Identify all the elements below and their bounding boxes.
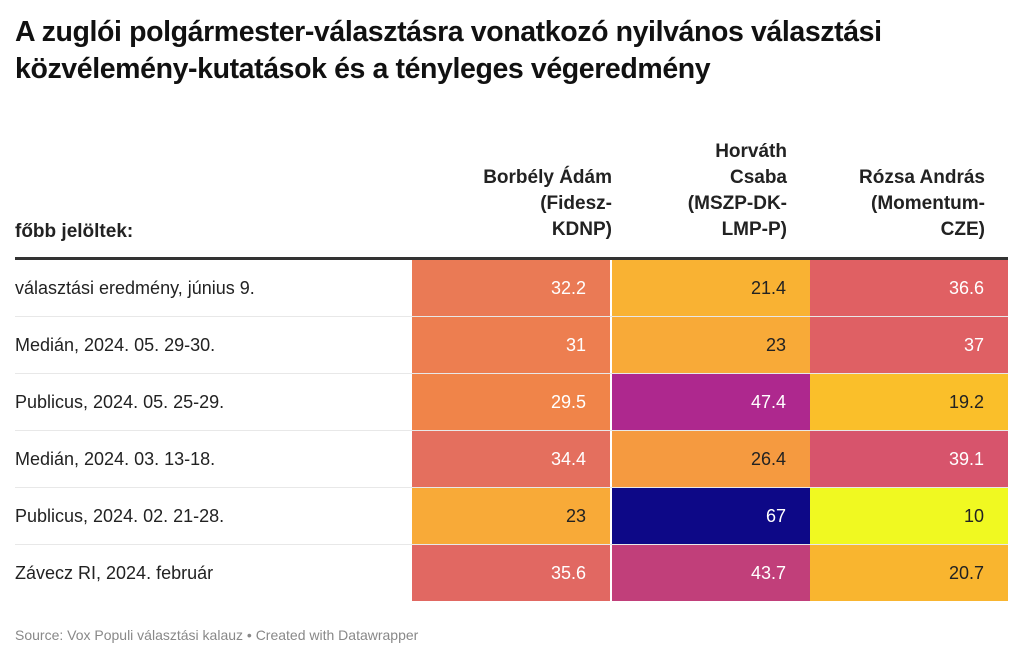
- table-row: Závecz RI, 2024. február 35.6 43.7 20.7: [15, 545, 1008, 601]
- heatmap-cell: 39.1: [810, 431, 1008, 487]
- table-row: Medián, 2024. 05. 29-30. 31 23 37: [15, 317, 1008, 374]
- row-label: választási eredmény, június 9.: [15, 278, 255, 298]
- table-body: választási eredmény, június 9. 32.2 21.4 36…: [15, 260, 1008, 601]
- row-label: Medián, 2024. 05. 29-30.: [15, 335, 216, 355]
- heatmap-cell: 20.7: [810, 545, 1008, 601]
- heatmap-cell: 31: [412, 317, 610, 373]
- heatmap-cell: 10: [810, 488, 1008, 544]
- heatmap-cell: 35.6: [412, 545, 610, 601]
- chart-title: A zuglói polgármester-választásra vonatk…: [15, 16, 882, 85]
- heatmap-cell: 29.5: [412, 374, 610, 430]
- heatmap-cell: 19.2: [810, 374, 1008, 430]
- heatmap-cell: 47.4: [612, 374, 810, 430]
- row-label: Publicus, 2024. 02. 21-28.: [15, 506, 225, 526]
- table-header: főbb jelöltek: Borbély Ádám (Fidesz- KDNP)…: [15, 130, 1008, 260]
- heatmap-cell: 67: [612, 488, 810, 544]
- table-row: választási eredmény, június 9. 32.2 21.4 36…: [15, 260, 1008, 317]
- heatmap-cell: 32.2: [412, 260, 610, 316]
- row-header-label: főbb jelöltek:: [15, 221, 134, 242]
- heatmap-cell: 26.4: [612, 431, 810, 487]
- heatmap-cell: 43.7: [612, 545, 810, 601]
- column-header-borbely: Borbély Ádám (Fidesz- KDNP): [483, 167, 612, 240]
- table-row: Medián, 2024. 03. 13-18. 34.4 26.4 39.1: [15, 431, 1008, 488]
- table-row: Publicus, 2024. 05. 25-29. 29.5 47.4 19.2: [15, 374, 1008, 431]
- column-header-rozsa: Rózsa András (Momentum- CZE): [859, 167, 985, 240]
- heatmap-table: főbb jelöltek: Borbély Ádám (Fidesz- KDNP)…: [15, 130, 1008, 601]
- heatmap-cell: 34.4: [412, 431, 610, 487]
- heatmap-cell: 23: [612, 317, 810, 373]
- heatmap-cell: 37: [810, 317, 1008, 373]
- row-label: Publicus, 2024. 05. 25-29.: [15, 392, 225, 412]
- row-label: Medián, 2024. 03. 13-18.: [15, 449, 216, 469]
- source-note: Source: Vox Populi választási kalauz • C…: [15, 627, 419, 643]
- table-row: Publicus, 2024. 02. 21-28. 23 67 10: [15, 488, 1008, 545]
- heatmap-cell: 36.6: [810, 260, 1008, 316]
- row-label: Závecz RI, 2024. február: [15, 563, 214, 583]
- column-header-horvath: Horváth Csaba (MSZP-DK- LMP-P): [687, 141, 787, 240]
- heatmap-cell: 21.4: [612, 260, 810, 316]
- heatmap-cell: 23: [412, 488, 610, 544]
